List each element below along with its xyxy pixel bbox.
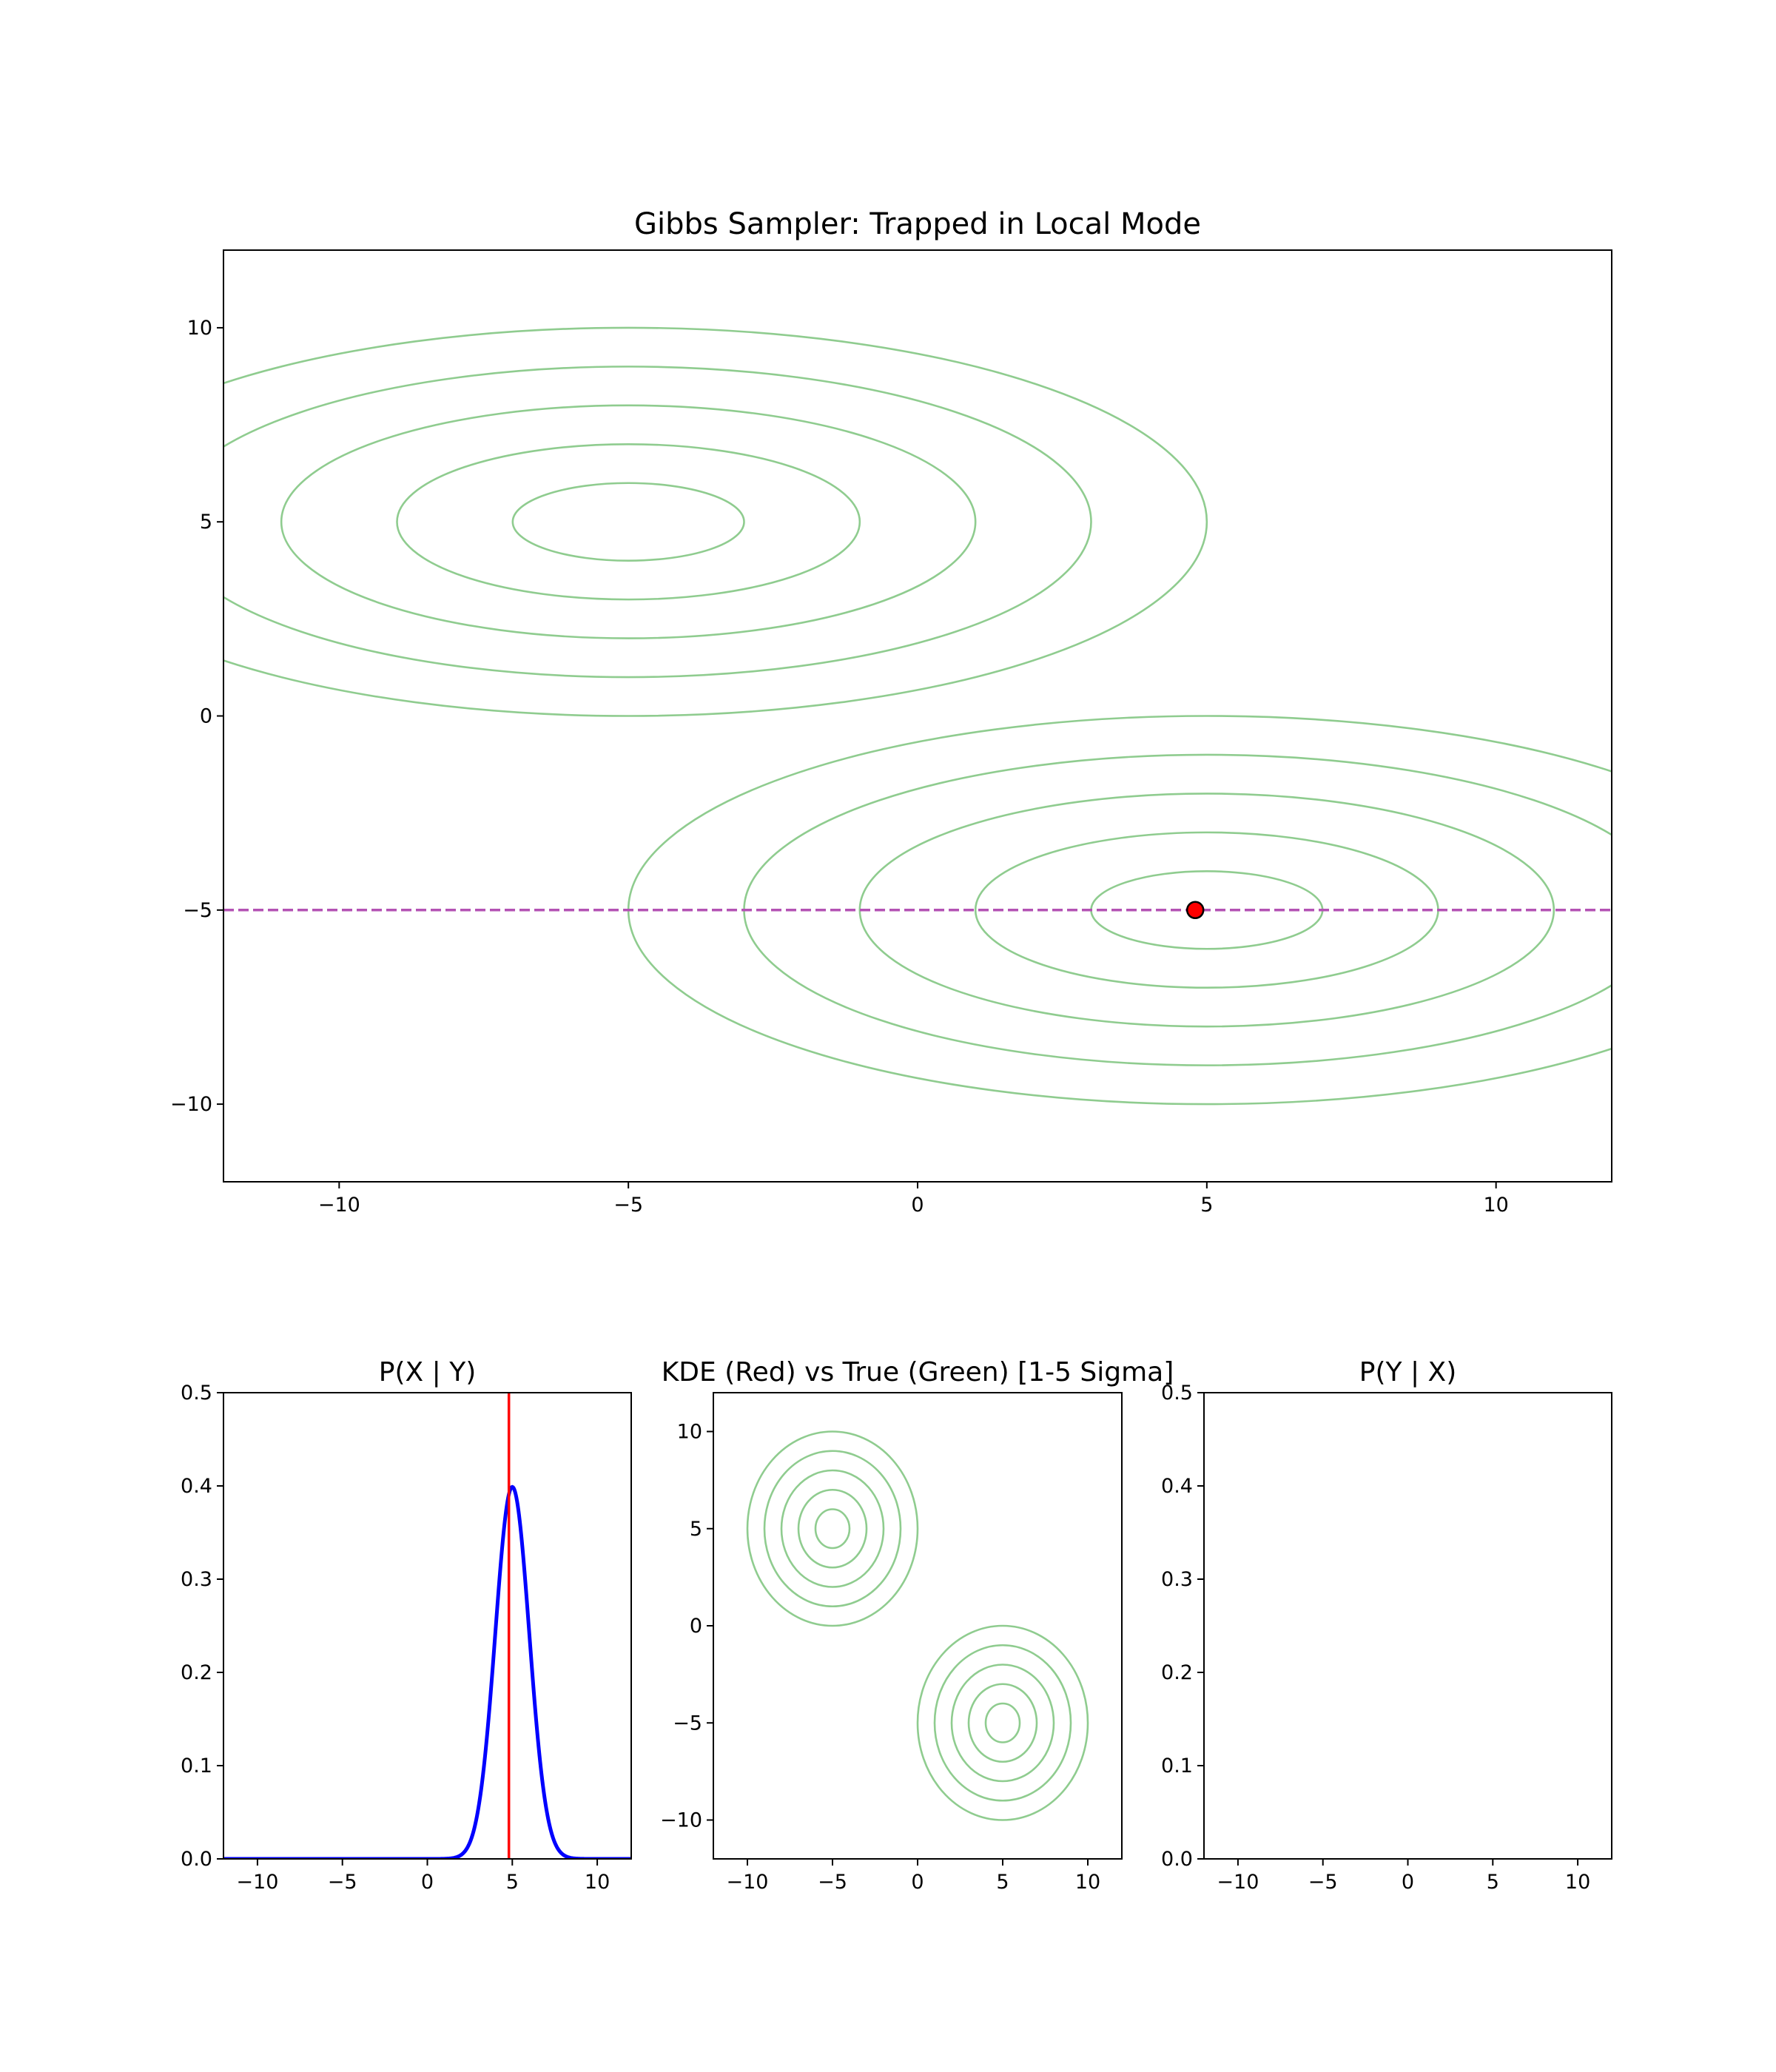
pdf-curve-1	[223, 1484, 631, 1859]
contour-mode-1-level-1	[814, 1508, 851, 1550]
contour-mode-1-level-2	[797, 1488, 868, 1569]
contour-mode-1-level-5	[746, 1430, 919, 1627]
y-tick-label: 0.0	[181, 1848, 212, 1871]
x-tick-label: −10	[318, 1194, 360, 1217]
py-given-x-axes: −10 −5 0 5 10 0.0 0.1 0.2 0.3 0.4 0.5 P(Y | X)	[1161, 1357, 1612, 1894]
y-tick-label: 0.5	[181, 1382, 212, 1405]
axes-title: P(Y | X)	[1359, 1357, 1456, 1388]
contour-mode-1-level-3	[780, 1469, 885, 1588]
contour-mode-1-level-2	[396, 443, 861, 601]
contour-mode-2-level-1	[984, 1702, 1021, 1743]
x-tick-label: −5	[328, 1871, 357, 1894]
x-tick-label: 5	[1200, 1194, 1213, 1217]
x-tick-label: 10	[1483, 1194, 1508, 1217]
x-tick-label: −10	[727, 1871, 769, 1894]
plot-area	[746, 1430, 1089, 1821]
x-tick-label: 5	[996, 1871, 1009, 1894]
contour-mode-1-level-4	[763, 1450, 902, 1608]
x-tick-label: −5	[1308, 1871, 1338, 1894]
x-tick-label: 5	[506, 1871, 519, 1894]
contour-mode-2-level-4	[933, 1644, 1072, 1802]
x-tick-label: −5	[613, 1194, 643, 1217]
x-tick-label: 10	[585, 1871, 610, 1894]
axes-title: Gibbs Sampler: Trapped in Local Mode	[634, 207, 1201, 241]
x-tick-label: −5	[818, 1871, 847, 1894]
contour-mode-1-level-4	[223, 366, 1092, 679]
y-tick-label: 0	[200, 705, 212, 728]
y-tick-label: 0.1	[181, 1755, 212, 1777]
x-tick-label: 0	[421, 1871, 434, 1894]
y-tick-label: 0.1	[1161, 1755, 1193, 1777]
y-tick-label: 10	[187, 317, 212, 340]
y-tick-label: −5	[183, 899, 212, 922]
y-tick-label: 0.4	[1161, 1475, 1193, 1498]
plot-area	[223, 326, 1612, 1106]
contour-mode-2-level-3	[858, 793, 1555, 1028]
x-tick-label: 10	[1075, 1871, 1100, 1894]
contour-mode-2-level-5	[916, 1624, 1089, 1821]
contour-mode-2-level-2	[967, 1683, 1038, 1763]
kde-vs-true-axes: −10 −5 0 5 10 −10 −5 0 5 10 KDE (Red) vs True (Gre…	[660, 1357, 1174, 1894]
y-tick-label: 5	[200, 511, 212, 534]
x-tick-label: 10	[1565, 1871, 1590, 1894]
y-tick-label: −5	[673, 1712, 702, 1735]
axes-title: P(X | Y)	[379, 1357, 476, 1388]
y-tick-label: 5	[690, 1518, 702, 1541]
axes-title: KDE (Red) vs True (Green) [1-5 Sigma]	[662, 1357, 1174, 1388]
x-tick-label: 0	[1402, 1871, 1414, 1894]
y-tick-label: 0.0	[1161, 1848, 1193, 1871]
x-tick-label: 5	[1487, 1871, 1499, 1894]
y-tick-label: 0	[690, 1615, 702, 1638]
contour-mode-1-level-1	[511, 482, 745, 562]
y-tick-label: −10	[170, 1093, 212, 1116]
x-tick-label: −10	[236, 1871, 278, 1894]
y-tick-label: 0.4	[181, 1475, 212, 1498]
contour-mode-1-level-5	[223, 326, 1208, 717]
main-contour-axes: −10 −5 0 5 10 −10 −5 0 5 10 Gibbs Sampler: Trapped…	[170, 207, 1612, 1217]
y-tick-label: 0.5	[1161, 1382, 1193, 1405]
y-tick-label: −10	[660, 1809, 702, 1832]
plot-area	[223, 1393, 631, 1859]
current-sample-point	[1185, 901, 1205, 920]
contour-mode-2-level-3	[950, 1664, 1055, 1783]
y-tick-label: 0.3	[181, 1568, 212, 1591]
x-tick-label: −10	[1217, 1871, 1259, 1894]
contour-mode-1-level-3	[280, 404, 977, 639]
y-tick-label: 0.3	[1161, 1568, 1193, 1591]
y-tick-label: 0.2	[181, 1661, 212, 1684]
y-tick-label: 0.2	[1161, 1661, 1193, 1684]
x-tick-label: 0	[911, 1194, 924, 1217]
x-tick-label: 0	[911, 1871, 924, 1894]
px-given-y-axes: −10 −5 0 5 10 0.0 0.1 0.2 0.3 0.4 0.5 P(X | Y)	[181, 1357, 632, 1894]
y-tick-label: 10	[677, 1421, 702, 1444]
